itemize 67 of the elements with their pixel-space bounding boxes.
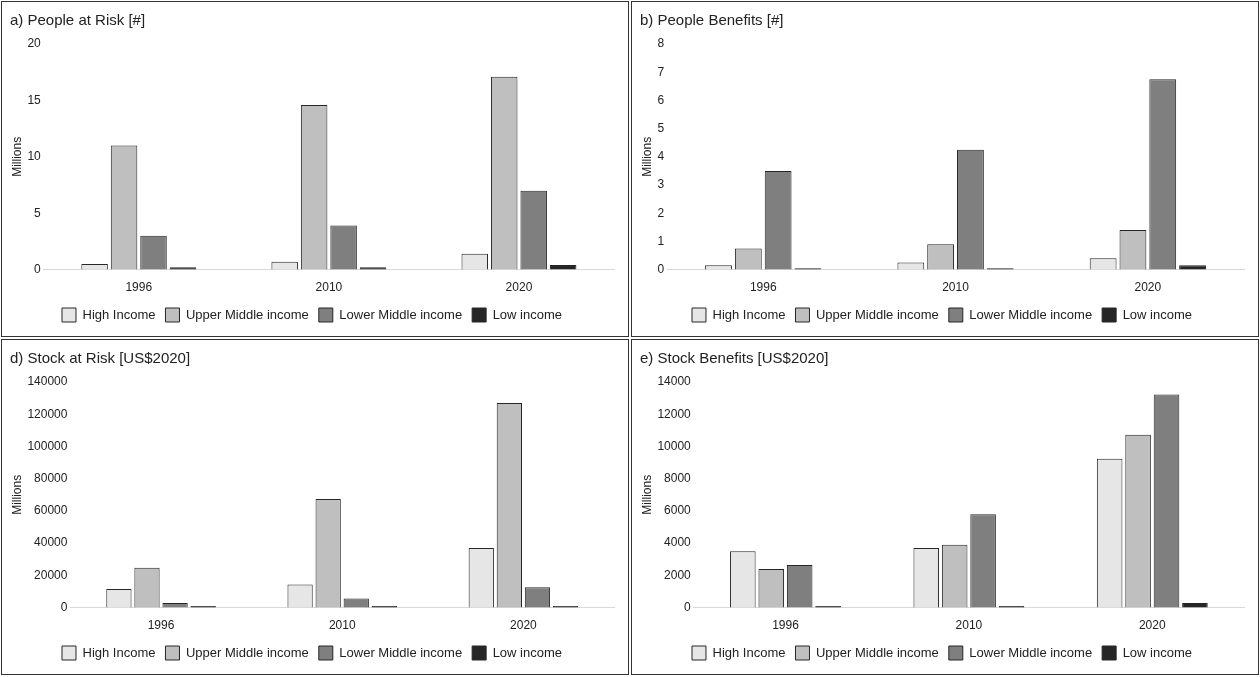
y-tick-label: 1 [657,233,665,248]
legend-label: Upper Middle income [185,644,309,660]
legend-label: Low income [492,644,563,660]
y-tick-label: 0 [684,599,692,614]
y-axis-title: Millions [9,474,24,515]
legend-label: Upper Middle income [185,306,309,322]
y-tick-label: 100000 [27,438,68,453]
legend-label: High Income [712,644,786,660]
y-tick-label: 2 [657,205,665,220]
y-tick-label: 4000 [664,535,692,550]
x-tick-label: 2020 [1134,280,1162,295]
y-tick-label: 7 [657,64,665,79]
bar [1179,265,1206,270]
legend-label: Lower Middle income [969,306,1093,322]
y-tick-label: 120000 [27,406,68,421]
legend-label: Low income [492,306,563,322]
y-tick-label: 2000 [664,567,692,582]
y-tick-label: 6000 [664,503,692,518]
y-tick-label: 14000 [657,374,692,389]
legend-label: Low income [1122,306,1193,322]
legend-label: High Income [712,306,786,322]
y-tick-label: 10 [27,149,42,164]
legend-label: Lower Middle income [339,644,463,660]
y-tick-label: 80000 [34,471,68,485]
y-tick-label: 12000 [657,406,692,421]
y-tick-label: 6 [657,92,665,107]
legend-label: Lower Middle income [339,306,463,322]
chart-title: a) People at Risk [#] [10,11,146,29]
chart-title: e) Stock Benefits [US$2020] [640,349,829,367]
x-tick-label: 2020 [510,618,538,633]
y-tick-label: 60000 [34,503,68,518]
chart-title: d) Stock at Risk [US$2020] [10,349,191,367]
y-tick-label: 0 [34,261,42,276]
y-tick-label: 140000 [27,374,68,389]
x-tick-label: 1996 [749,280,777,295]
y-tick-label: 10000 [657,438,692,453]
y-tick-label: 40000 [34,535,68,550]
y-tick-label: 20 [27,36,42,51]
y-tick-label: 4 [657,149,665,164]
y-axis-title: Millions [639,136,654,177]
legend-label: Low income [1122,644,1193,660]
x-tick-label: 2020 [1138,618,1166,633]
x-tick-label: 2020 [505,280,533,295]
x-tick-label: 1996 [125,280,153,295]
x-tick-label: 2010 [942,280,970,295]
legend-label: Lower Middle income [969,644,1093,660]
x-tick-label: 2010 [315,280,343,295]
y-axis-title: Millions [639,474,654,515]
y-tick-label: 20000 [34,567,68,582]
y-tick-label: 5 [34,205,42,220]
x-tick-label: 2010 [955,618,983,633]
y-tick-label: 5 [657,120,665,135]
y-tick-label: 3 [657,177,665,192]
x-tick-label: 1996 [147,618,175,633]
y-tick-label: 0 [657,261,665,276]
y-tick-label: 8000 [664,471,692,485]
y-axis-title: Millions [9,136,24,177]
y-tick-label: 15 [27,92,42,107]
legend-label: High Income [82,306,156,322]
y-tick-label: 8 [657,36,665,51]
legend-label: High Income [82,644,156,660]
x-tick-label: 2010 [328,618,356,633]
y-tick-label: 0 [60,599,68,614]
legend-label: Upper Middle income [815,306,939,322]
chart-title: b) People Benefits [#] [640,11,784,29]
legend-label: Upper Middle income [815,644,939,660]
x-tick-label: 1996 [772,618,800,633]
